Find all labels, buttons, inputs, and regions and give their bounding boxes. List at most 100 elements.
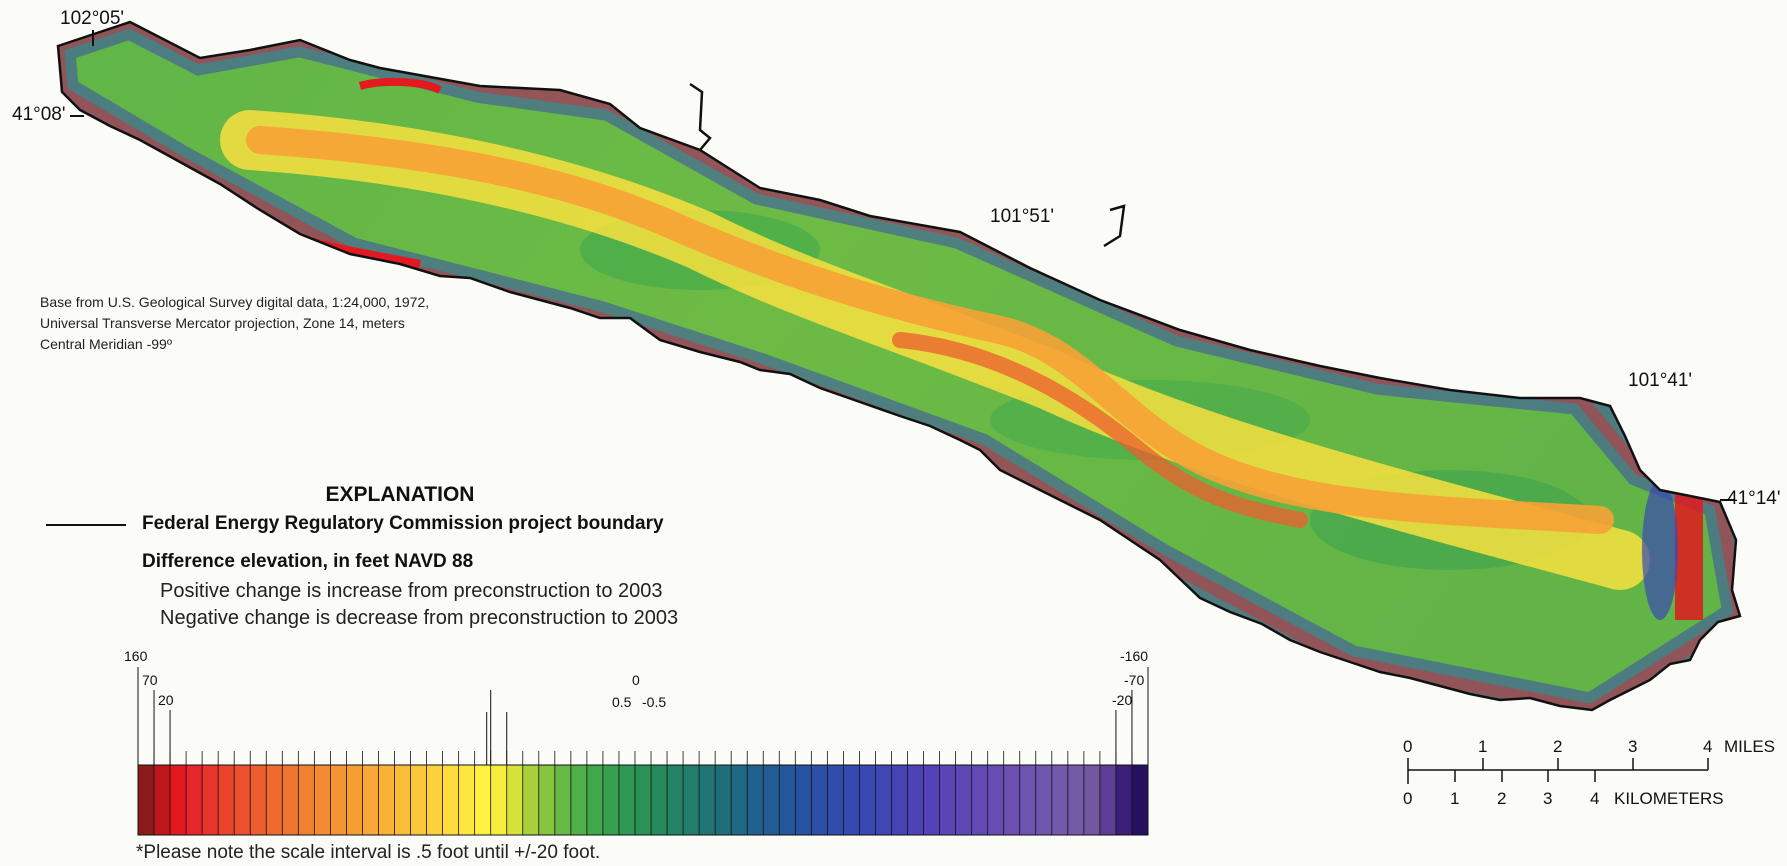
latitude-label-west: 41°08': [12, 104, 66, 125]
color-swatch: [458, 765, 475, 835]
negative-change-note: Negative change is decrease from precons…: [160, 607, 679, 629]
color-swatch: [218, 765, 235, 835]
distance-scale-bar: 0 1 2 3 4 MILES 0 1 2 3 4 KILOMETERS: [1403, 737, 1775, 808]
project-boundary-label: Federal Energy Regulatory Commission pro…: [142, 513, 664, 534]
color-swatch: [346, 765, 363, 835]
base-map-credit-line: Central Meridian -99º: [40, 336, 172, 352]
color-swatch: [811, 765, 828, 835]
base-map-credit-line: Universal Transverse Mercator projection…: [40, 315, 405, 331]
reservoir-map: [56, 20, 1742, 712]
color-swatch: [843, 765, 860, 835]
color-swatch: [763, 765, 780, 835]
color-swatch: [362, 765, 379, 835]
color-swatch: [923, 765, 940, 835]
project-boundary-symbol: [46, 524, 126, 526]
base-map-credit: Base from U.S. Geological Survey digital…: [40, 292, 429, 355]
color-swatch: [731, 765, 748, 835]
color-swatch: [1115, 765, 1133, 835]
color-swatch: [779, 765, 796, 835]
color-swatch: [554, 765, 572, 835]
color-swatch: [394, 765, 411, 835]
color-swatch: [699, 765, 716, 835]
miles-label-4: 4: [1703, 737, 1712, 756]
scale-label-neg-160: -160: [1120, 648, 1148, 664]
color-swatch: [138, 765, 155, 835]
color-swatch: [1003, 765, 1021, 835]
color-swatch: [875, 765, 892, 835]
miles-label-0: 0: [1403, 737, 1412, 756]
color-scale-border: [137, 764, 1149, 836]
color-swatch: [1099, 765, 1117, 835]
color-swatch: [618, 765, 636, 835]
color-swatch: [1083, 765, 1101, 835]
miles-label-2: 2: [1553, 737, 1562, 756]
km-unit-label: KILOMETERS: [1614, 789, 1724, 808]
elevation-color-scale: 160 70 20 0 0.5 -0.5 -20 -70 -160: [124, 648, 1149, 836]
positive-change-note: Positive change is increase from precons…: [160, 580, 663, 602]
color-swatch: [1051, 765, 1069, 835]
scale-interval-footnote: *Please note the scale interval is .5 fo…: [136, 842, 601, 863]
scale-label-0-5: 0.5: [612, 694, 632, 710]
color-swatch: [506, 765, 524, 835]
color-swatch: [859, 765, 876, 835]
color-swatch: [939, 765, 956, 835]
color-swatch: [314, 765, 331, 835]
color-swatch-group: [138, 765, 1149, 835]
color-swatch: [186, 765, 203, 835]
color-swatch: [747, 765, 764, 835]
color-swatch: [442, 765, 459, 835]
color-swatch: [683, 765, 700, 835]
scale-label-neg-0-5: -0.5: [642, 694, 666, 710]
km-label-0: 0: [1403, 789, 1412, 808]
color-swatch: [202, 765, 219, 835]
color-swatch: [827, 765, 844, 835]
color-swatch: [490, 765, 508, 835]
color-swatch: [1019, 765, 1037, 835]
color-swatch: [1131, 765, 1149, 835]
color-swatch: [795, 765, 812, 835]
color-swatch: [971, 765, 988, 835]
color-swatch: [522, 765, 540, 835]
color-swatch: [330, 765, 347, 835]
km-label-1: 1: [1450, 789, 1459, 808]
scale-label-neg-20: -20: [1112, 692, 1132, 708]
color-swatch: [602, 765, 620, 835]
color-swatch: [1067, 765, 1085, 835]
scale-label-0: 0: [632, 672, 640, 688]
base-map-credit-line: Base from U.S. Geological Survey digital…: [40, 294, 430, 310]
color-swatch: [378, 765, 395, 835]
color-swatch: [987, 765, 1005, 835]
color-swatch: [634, 765, 652, 835]
color-swatch: [955, 765, 972, 835]
miles-unit-label: MILES: [1724, 737, 1775, 756]
scale-label-160: 160: [124, 648, 148, 664]
color-swatch: [651, 765, 668, 835]
color-swatch: [410, 765, 427, 835]
color-swatch: [570, 765, 588, 835]
longitude-label-mid: 101°51': [990, 206, 1055, 227]
color-swatch: [1035, 765, 1053, 835]
color-swatch: [170, 765, 187, 835]
latitude-label-east: 41°14': [1727, 488, 1781, 509]
color-swatch: [907, 765, 924, 835]
scale-tick-group: [137, 667, 1149, 836]
scale-label-20: 20: [158, 692, 174, 708]
miles-label-1: 1: [1478, 737, 1487, 756]
explanation-title: EXPLANATION: [325, 483, 475, 506]
km-label-4: 4: [1590, 789, 1599, 808]
longitude-label-west: 102°05': [60, 8, 125, 29]
color-swatch: [891, 765, 908, 835]
color-swatch: [154, 765, 171, 835]
color-swatch: [426, 765, 443, 835]
scale-label-neg-70: -70: [1124, 672, 1144, 688]
km-label-3: 3: [1543, 789, 1552, 808]
color-swatch: [474, 765, 491, 835]
color-swatch: [715, 765, 732, 835]
km-label-2: 2: [1497, 789, 1506, 808]
color-swatch: [538, 765, 556, 835]
color-swatch: [266, 765, 283, 835]
color-swatch: [667, 765, 684, 835]
color-swatch: [234, 765, 251, 835]
color-swatch: [250, 765, 267, 835]
longitude-label-east: 101°41': [1628, 370, 1693, 391]
